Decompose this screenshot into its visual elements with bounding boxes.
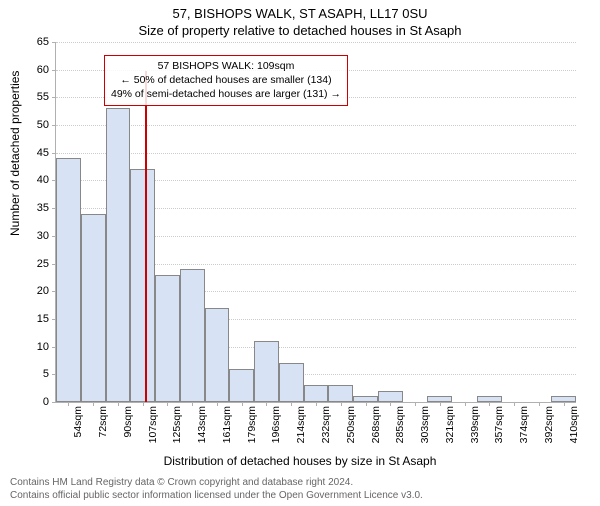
y-tick-label: 20 [19,285,49,297]
x-tick-mark [167,402,168,406]
histogram-bar [328,385,353,402]
y-tick-label: 50 [19,119,49,131]
histogram-bar [279,363,304,402]
x-tick-mark [316,402,317,406]
histogram-bar [106,108,131,402]
x-tick-label: 285sqm [394,406,406,443]
histogram-bar [130,169,155,402]
histogram-bar [378,391,403,402]
x-tick-label: 303sqm [419,406,431,443]
x-tick-mark [390,402,391,406]
x-tick-label: 54sqm [72,406,84,438]
x-tick-label: 125sqm [171,406,183,443]
x-tick-label: 72sqm [97,406,109,438]
histogram-bar [56,158,81,402]
y-tick-mark [52,97,56,98]
y-tick-label: 35 [19,202,49,214]
y-tick-label: 15 [19,313,49,325]
plot-area: 54sqm72sqm90sqm107sqm125sqm143sqm161sqm1… [55,42,576,403]
x-tick-label: 410sqm [568,406,580,443]
x-tick-mark [118,402,119,406]
x-tick-mark [514,402,515,406]
x-tick-mark [217,402,218,406]
property-info-box: 57 BISHOPS WALK: 109sqm← 50% of detached… [104,55,348,106]
info-box-line: 57 BISHOPS WALK: 109sqm [111,59,341,73]
x-tick-label: 268sqm [370,406,382,443]
y-tick-mark [52,42,56,43]
x-tick-mark [489,402,490,406]
x-tick-mark [143,402,144,406]
x-tick-label: 196sqm [270,406,282,443]
histogram-bar [254,341,279,402]
gridline [56,125,576,126]
x-tick-label: 143sqm [196,406,208,443]
x-tick-label: 232sqm [320,406,332,443]
x-tick-mark [192,402,193,406]
gridline [56,42,576,43]
footer-line-1: Contains HM Land Registry data © Crown c… [10,476,423,489]
footer-line-2: Contains official public sector informat… [10,489,423,502]
property-marker-line [145,71,147,402]
y-tick-label: 45 [19,147,49,159]
x-tick-label: 250sqm [345,406,357,443]
x-tick-mark [93,402,94,406]
x-tick-mark [68,402,69,406]
y-tick-mark [52,153,56,154]
x-tick-mark [415,402,416,406]
x-axis-label: Distribution of detached houses by size … [0,454,600,468]
x-tick-label: 357sqm [493,406,505,443]
x-tick-label: 392sqm [543,406,555,443]
histogram-chart: 54sqm72sqm90sqm107sqm125sqm143sqm161sqm1… [55,42,575,402]
x-tick-mark [266,402,267,406]
histogram-bar [180,269,205,402]
x-tick-label: 107sqm [147,406,159,443]
x-tick-label: 161sqm [221,406,233,443]
x-tick-mark [341,402,342,406]
y-tick-label: 40 [19,174,49,186]
footer-attribution: Contains HM Land Registry data © Crown c… [10,476,423,502]
x-tick-mark [539,402,540,406]
x-tick-mark [242,402,243,406]
y-tick-label: 25 [19,258,49,270]
x-tick-mark [291,402,292,406]
info-box-line: 49% of semi-detached houses are larger (… [111,87,341,101]
histogram-bar [155,275,180,402]
histogram-bar [205,308,230,402]
x-tick-label: 214sqm [295,406,307,443]
x-tick-label: 321sqm [444,406,456,443]
y-tick-label: 10 [19,341,49,353]
y-tick-label: 55 [19,91,49,103]
y-tick-label: 60 [19,64,49,76]
page-subtitle: Size of property relative to detached ho… [0,23,600,38]
x-tick-mark [465,402,466,406]
histogram-bar [304,385,329,402]
histogram-bar [81,214,106,402]
x-tick-mark [366,402,367,406]
y-tick-label: 30 [19,230,49,242]
x-tick-label: 339sqm [469,406,481,443]
y-tick-mark [52,70,56,71]
info-box-line: ← 50% of detached houses are smaller (13… [111,73,341,87]
x-tick-label: 179sqm [246,406,258,443]
y-tick-label: 0 [19,396,49,408]
x-tick-mark [440,402,441,406]
x-tick-mark [564,402,565,406]
x-tick-label: 90sqm [122,406,134,438]
x-tick-label: 374sqm [518,406,530,443]
gridline [56,153,576,154]
histogram-bar [229,369,254,402]
page-title: 57, BISHOPS WALK, ST ASAPH, LL17 0SU [0,6,600,21]
y-tick-label: 65 [19,36,49,48]
y-tick-mark [52,125,56,126]
y-tick-mark [52,402,56,403]
y-tick-label: 5 [19,368,49,380]
